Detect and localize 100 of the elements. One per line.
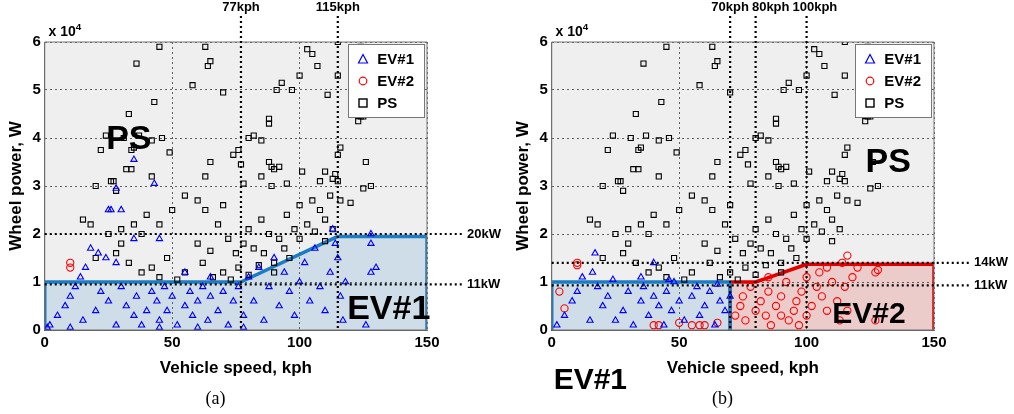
point [838, 258, 847, 267]
legend-label: EV#2 [377, 71, 414, 91]
point [639, 282, 648, 290]
x-axis-title: Vehicle speed, kph [666, 357, 819, 377]
y-tick-label: 5 [539, 80, 548, 98]
point [649, 321, 658, 330]
annotation: PS [865, 140, 911, 179]
ref-line-label: 77kph [222, 0, 260, 15]
point [848, 273, 857, 282]
point [553, 321, 561, 328]
legend-label: EV#2 [884, 71, 921, 91]
point [756, 297, 765, 306]
point [555, 287, 564, 296]
y-tick-label: 4 [539, 128, 549, 146]
point [822, 306, 832, 315]
y-tick-label: 6 [32, 32, 41, 50]
point [624, 287, 632, 294]
y-tick-label: 0 [32, 320, 41, 338]
y-tick-label: 3 [32, 176, 41, 194]
point [807, 301, 816, 311]
point [764, 273, 773, 282]
point [693, 282, 701, 290]
point [578, 273, 586, 280]
point [738, 292, 748, 301]
point [611, 316, 620, 323]
point [695, 321, 704, 330]
point [706, 287, 714, 294]
x-tick-label: 100 [794, 333, 820, 351]
text: EV#1 [553, 362, 628, 396]
point [675, 318, 684, 327]
point [599, 301, 607, 309]
point [792, 297, 801, 306]
y-tick-label: 4 [32, 128, 42, 146]
point [716, 297, 724, 304]
point [667, 306, 676, 314]
x-tick-label: 100 [287, 333, 313, 351]
point [650, 258, 658, 266]
point [586, 316, 594, 323]
x-tick-label: 50 [670, 333, 688, 351]
point [771, 301, 781, 311]
y-tick-label: 1 [539, 272, 548, 290]
point [695, 311, 704, 318]
y-tick-label: 3 [539, 176, 548, 194]
ref-line-label: 100kph [792, 0, 838, 15]
ref-line-label: 11kW [974, 276, 1008, 292]
point [843, 251, 852, 260]
x-tick-label: 50 [163, 333, 181, 351]
point [746, 282, 755, 291]
point [802, 273, 811, 282]
x-axis-title: Vehicle speed, kph [159, 357, 312, 377]
y-axis-title: Wheel power, W [512, 120, 532, 251]
point [766, 321, 776, 330]
point [593, 282, 602, 290]
point [670, 277, 678, 285]
point [619, 306, 627, 314]
legend-label: PS [377, 93, 398, 113]
point [568, 297, 576, 304]
point [591, 249, 599, 256]
point [726, 292, 734, 299]
point [721, 306, 729, 314]
point [815, 268, 824, 277]
point [741, 316, 750, 325]
point [687, 321, 697, 330]
point [655, 301, 663, 309]
point [812, 282, 821, 291]
ref-line-label: 80kph [751, 0, 790, 15]
point [573, 287, 581, 294]
y-axis-title: Wheel power, W [5, 120, 25, 251]
point [794, 321, 804, 330]
ref-line-label: 20kW [467, 225, 502, 241]
point [588, 268, 597, 275]
point [802, 311, 811, 320]
y-tick-label: 6 [539, 32, 548, 50]
point [662, 287, 671, 294]
point [609, 275, 617, 282]
x-tick-label: 150 [921, 333, 947, 351]
text: (a) [205, 387, 226, 409]
ref-line-label: 115kph [315, 0, 360, 15]
ref-line-label: 11kW [467, 275, 501, 291]
point [654, 321, 663, 330]
point [660, 321, 668, 328]
y-tick-label: 0 [539, 320, 548, 338]
annotation: EV#2 [832, 296, 906, 330]
point [761, 311, 770, 320]
point [736, 301, 745, 311]
legend-label: PS [884, 93, 905, 113]
point [776, 292, 786, 301]
point [680, 316, 688, 323]
legend-label: EV#1 [884, 49, 921, 69]
point [573, 261, 582, 270]
point [675, 297, 683, 304]
annotation: PS [106, 117, 152, 156]
ref-line-label: 70kph [711, 0, 749, 15]
y-tick-label: 1 [32, 272, 41, 290]
point [751, 306, 760, 315]
point [797, 287, 806, 296]
point [789, 306, 798, 315]
point [560, 304, 569, 313]
legend-label: EV#1 [377, 49, 414, 69]
y-tick-label: 2 [539, 224, 548, 242]
